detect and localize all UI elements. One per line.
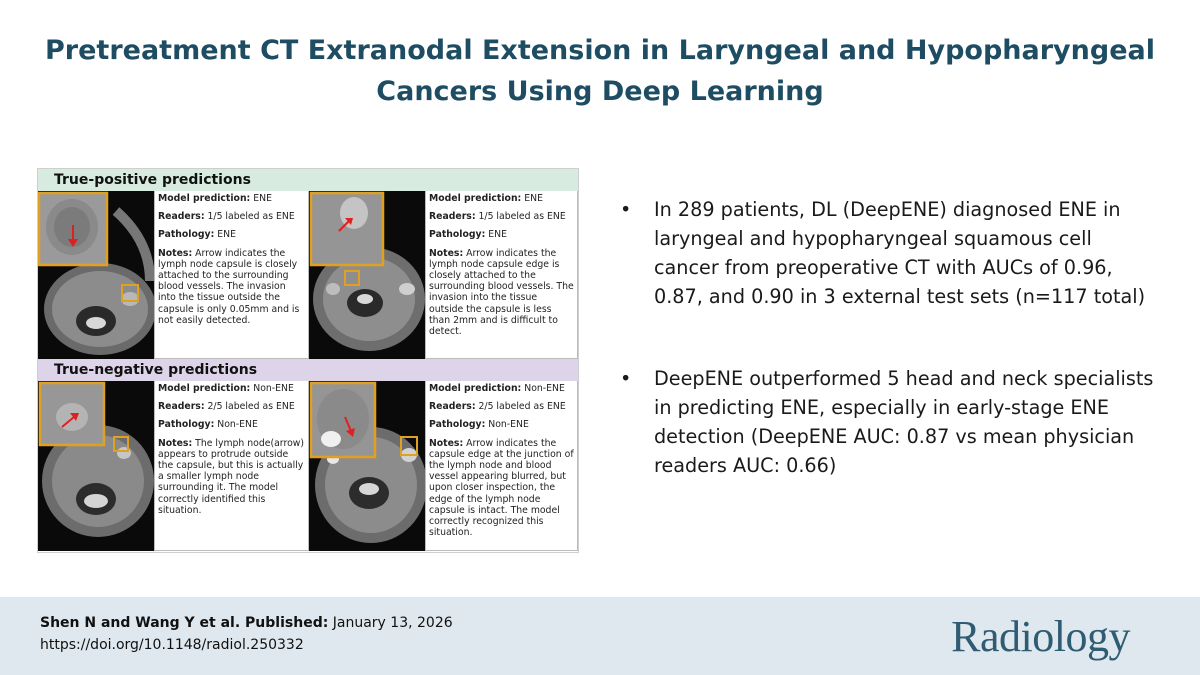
ct-image-case-2 [309,191,425,359]
case-3-readers-value: 2/5 labeled as ENE [207,401,295,413]
ct-image-case-1 [38,191,154,359]
key-findings: • In 289 patients, DL (DeepENE) diagnose… [620,195,1160,480]
case-2-pathology-value: ENE [488,229,507,241]
bullet-dot: • [620,198,632,221]
true-positive-header: True-positive predictions [38,169,578,191]
case-4-model-value: Non-ENE [524,383,565,394]
readers-label: Readers: [158,211,205,223]
case-1-notes-text: Arrow indicates the lymph node capsule i… [158,247,300,326]
case-4-pathology-value: Non-ENE [488,419,529,431]
pathology-label: Pathology: [158,419,215,431]
ct-image-case-4 [309,381,425,551]
case-4-notes: Model prediction: Non-ENE Readers: 2/5 l… [425,381,578,551]
radiology-logo: Radiology [951,612,1130,661]
citation-authors: Shen N and Wang Y et al. Published: [40,615,329,631]
citation-doi[interactable]: https://doi.org/10.1148/radiol.250332 [40,637,304,653]
bullet-text: DeepENE outperformed 5 head and neck spe… [654,367,1154,477]
citation: Shen N and Wang Y et al. Published: Janu… [40,612,453,656]
readers-label: Readers: [429,401,476,413]
case-1-notes: Model prediction: ENE Readers: 1/5 label… [154,191,309,359]
model-label: Model prediction: [158,193,251,204]
title-line-1: Pretreatment CT Extranodal Extension in … [45,35,1155,66]
case-2-notes-text: Arrow indicates the lymph node capsule e… [429,247,574,338]
footer-bar: Shen N and Wang Y et al. Published: Janu… [0,597,1200,675]
true-negative-header: True-negative predictions [38,359,578,381]
readers-label: Readers: [429,211,476,223]
bullet-item: • In 289 patients, DL (DeepENE) diagnose… [620,195,1160,311]
citation-date: January 13, 2026 [332,615,453,631]
model-label: Model prediction: [158,383,251,394]
slide-title: Pretreatment CT Extranodal Extension in … [0,30,1200,112]
case-4-notes-text: Arrow indicates the capsule edge at the … [429,437,574,539]
case-2-notes: Model prediction: ENE Readers: 1/5 label… [425,191,578,359]
notes-label: Notes: [429,437,464,449]
case-4-readers-value: 2/5 labeled as ENE [478,401,566,413]
case-1-pathology-value: ENE [217,229,236,241]
model-label: Model prediction: [429,383,522,394]
bullet-text: In 289 patients, DL (DeepENE) diagnosed … [654,198,1146,308]
case-3-notes: Model prediction: Non-ENE Readers: 2/5 l… [154,381,309,551]
pathology-label: Pathology: [429,229,486,241]
pathology-label: Pathology: [429,419,486,431]
case-1-model-value: ENE [253,193,272,204]
case-2-model-value: ENE [524,193,543,204]
ct-image-case-3 [38,381,154,551]
model-label: Model prediction: [429,193,522,204]
pathology-label: Pathology: [158,229,215,241]
figure-panel: True-positive predictions True-negative … [37,168,579,553]
bullet-item: • DeepENE outperformed 5 head and neck s… [620,364,1160,480]
notes-label: Notes: [158,247,193,259]
case-1-readers-value: 1/5 labeled as ENE [207,211,295,223]
case-2-readers-value: 1/5 labeled as ENE [478,211,566,223]
readers-label: Readers: [158,401,205,413]
notes-label: Notes: [158,437,193,449]
case-3-model-value: Non-ENE [253,383,294,394]
title-line-2: Cancers Using Deep Learning [376,76,824,107]
case-3-notes-text: The lymph node(arrow) appears to protrud… [158,437,304,516]
bullet-dot: • [620,367,632,390]
notes-label: Notes: [429,247,464,259]
case-3-pathology-value: Non-ENE [217,419,258,431]
